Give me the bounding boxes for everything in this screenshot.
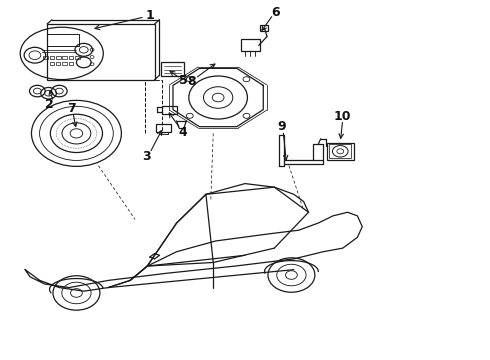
Text: 1: 1 bbox=[146, 9, 154, 22]
Text: 5: 5 bbox=[178, 74, 187, 87]
Bar bbox=[260, 25, 269, 31]
Bar bbox=[47, 34, 79, 46]
Bar bbox=[69, 56, 74, 59]
Bar bbox=[56, 56, 61, 59]
Bar bbox=[162, 106, 176, 114]
Bar bbox=[49, 62, 54, 65]
Text: 8: 8 bbox=[187, 75, 196, 88]
Bar bbox=[56, 62, 60, 65]
Bar bbox=[62, 62, 67, 65]
Bar bbox=[47, 24, 155, 80]
Text: 2: 2 bbox=[45, 98, 54, 111]
Bar bbox=[327, 143, 354, 160]
Text: 10: 10 bbox=[334, 110, 351, 123]
Bar bbox=[69, 62, 73, 65]
Bar bbox=[156, 124, 171, 132]
Bar bbox=[75, 56, 80, 59]
Bar bbox=[62, 56, 67, 59]
Text: 4: 4 bbox=[178, 126, 187, 139]
Text: 7: 7 bbox=[67, 103, 76, 116]
Bar bbox=[161, 62, 184, 76]
Bar bbox=[49, 56, 54, 59]
Text: 6: 6 bbox=[271, 6, 280, 19]
Bar bbox=[329, 144, 351, 158]
Text: 3: 3 bbox=[142, 150, 150, 163]
Bar bbox=[43, 56, 48, 59]
Bar bbox=[241, 40, 260, 51]
Text: 9: 9 bbox=[277, 121, 286, 134]
